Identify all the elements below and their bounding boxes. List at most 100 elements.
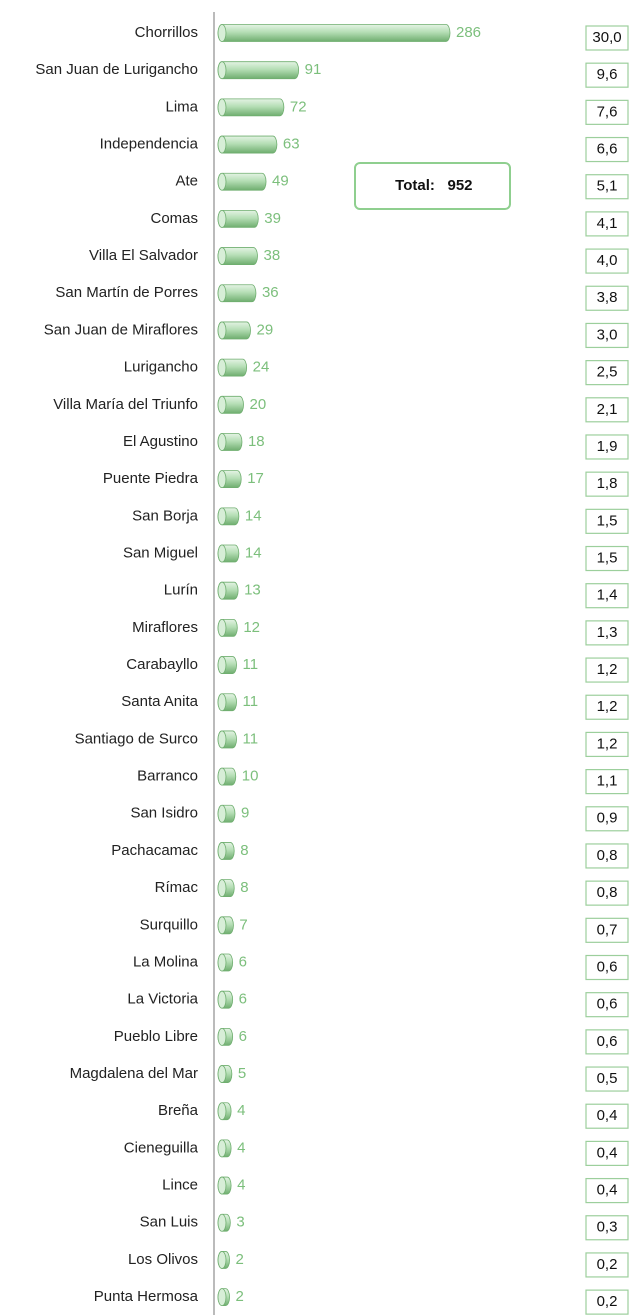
value-label: 6 <box>239 953 247 970</box>
share-label: 0,4 <box>597 1182 618 1199</box>
bar-cap <box>217 470 227 489</box>
share-box <box>585 99 629 125</box>
share-box <box>585 917 629 943</box>
value-label: 8 <box>240 842 248 859</box>
bar-cap <box>217 730 227 749</box>
bar-cap <box>217 507 227 526</box>
share-label: 1,2 <box>597 698 618 715</box>
value-label: 11 <box>243 730 259 747</box>
share-label: 0,9 <box>597 810 618 827</box>
value-label: 13 <box>244 582 261 599</box>
bar-cap <box>217 135 227 154</box>
category-label: El Agustino <box>123 433 198 450</box>
category-label: Villa María del Triunfo <box>53 396 198 413</box>
share-label: 1,1 <box>597 773 618 790</box>
bar <box>217 24 451 42</box>
bar-cap <box>217 544 227 563</box>
share-box <box>585 25 629 51</box>
bar-cap <box>217 284 227 303</box>
bar-cap <box>217 581 227 600</box>
value-label: 286 <box>456 24 481 41</box>
category-label: San Martín de Porres <box>55 284 198 301</box>
share-box <box>585 322 629 349</box>
category-label: Magdalena del Mar <box>70 1065 198 1082</box>
share-label: 0,6 <box>597 1033 618 1050</box>
bar-cap <box>217 24 227 42</box>
bar-cap <box>217 395 227 414</box>
share-box <box>585 1177 629 1204</box>
value-label: 2 <box>236 1288 244 1305</box>
share-box <box>585 583 629 609</box>
category-label: Chorrillos <box>135 24 198 41</box>
category-label: Lince <box>162 1177 198 1194</box>
value-label: 20 <box>250 396 267 413</box>
value-label: 4 <box>237 1177 245 1194</box>
share-box <box>585 694 629 720</box>
category-label: Pachacamac <box>111 842 198 859</box>
total-box <box>354 162 511 210</box>
bar-cap <box>217 61 227 80</box>
share-label: 1,5 <box>597 512 618 529</box>
share-box <box>585 211 629 237</box>
share-label: 2,1 <box>597 401 618 418</box>
value-label: 2 <box>236 1251 244 1268</box>
share-label: 9,6 <box>597 66 618 83</box>
value-label: 4 <box>237 1139 245 1156</box>
share-label: 0,8 <box>597 847 618 864</box>
value-label: 72 <box>290 98 307 115</box>
share-label: 3,0 <box>597 326 618 343</box>
category-label: Pueblo Libre <box>114 1028 198 1045</box>
category-label: La Molina <box>133 953 199 970</box>
category-label: Cieneguilla <box>124 1139 199 1156</box>
category-label: Lurigancho <box>124 359 198 376</box>
bar-cap <box>217 209 227 228</box>
share-box <box>585 1215 629 1241</box>
share-box <box>585 471 629 497</box>
share-label: 1,8 <box>597 475 618 492</box>
category-label: La Victoria <box>127 991 198 1008</box>
value-label: 11 <box>243 656 259 673</box>
category-label: San Miguel <box>123 544 198 561</box>
share-box <box>585 843 629 869</box>
share-box <box>585 360 629 386</box>
bar <box>217 61 299 80</box>
value-label: 63 <box>283 136 300 153</box>
share-box <box>585 620 629 646</box>
share-box <box>585 657 629 683</box>
value-label: 6 <box>239 991 247 1008</box>
share-label: 1,4 <box>597 587 618 604</box>
share-label: 4,0 <box>597 252 618 269</box>
share-label: 2,5 <box>597 364 618 381</box>
category-label: Barranco <box>137 768 198 785</box>
share-label: 7,6 <box>597 103 618 120</box>
share-box <box>585 248 629 274</box>
value-label: 7 <box>239 916 247 933</box>
category-label: San Juan de Lurigancho <box>35 61 198 78</box>
share-box <box>585 545 629 572</box>
share-label: 1,2 <box>597 661 618 678</box>
bar-cap <box>217 1213 227 1232</box>
share-box <box>585 806 629 832</box>
share-label: 6,6 <box>597 141 618 158</box>
value-label: 8 <box>240 879 248 896</box>
bar-cap <box>217 767 227 786</box>
category-label: San Isidro <box>130 805 198 822</box>
share-label: 30,0 <box>592 29 621 46</box>
share-label: 5,1 <box>597 178 618 195</box>
bar-cap <box>217 618 227 637</box>
share-box <box>585 1103 629 1129</box>
category-label: Surquillo <box>140 916 198 933</box>
total-label: Total: <box>395 177 435 194</box>
bar-cap <box>217 656 227 674</box>
share-label: 0,3 <box>597 1219 618 1236</box>
share-label: 1,5 <box>597 549 618 566</box>
share-box <box>585 1140 629 1167</box>
value-label: 3 <box>236 1214 244 1231</box>
bar-cap <box>217 953 227 972</box>
bar-cap <box>217 990 227 1009</box>
share-box <box>585 136 629 163</box>
value-label: 18 <box>248 433 265 450</box>
bar-cap <box>217 804 227 823</box>
category-label: Santa Anita <box>121 693 198 710</box>
